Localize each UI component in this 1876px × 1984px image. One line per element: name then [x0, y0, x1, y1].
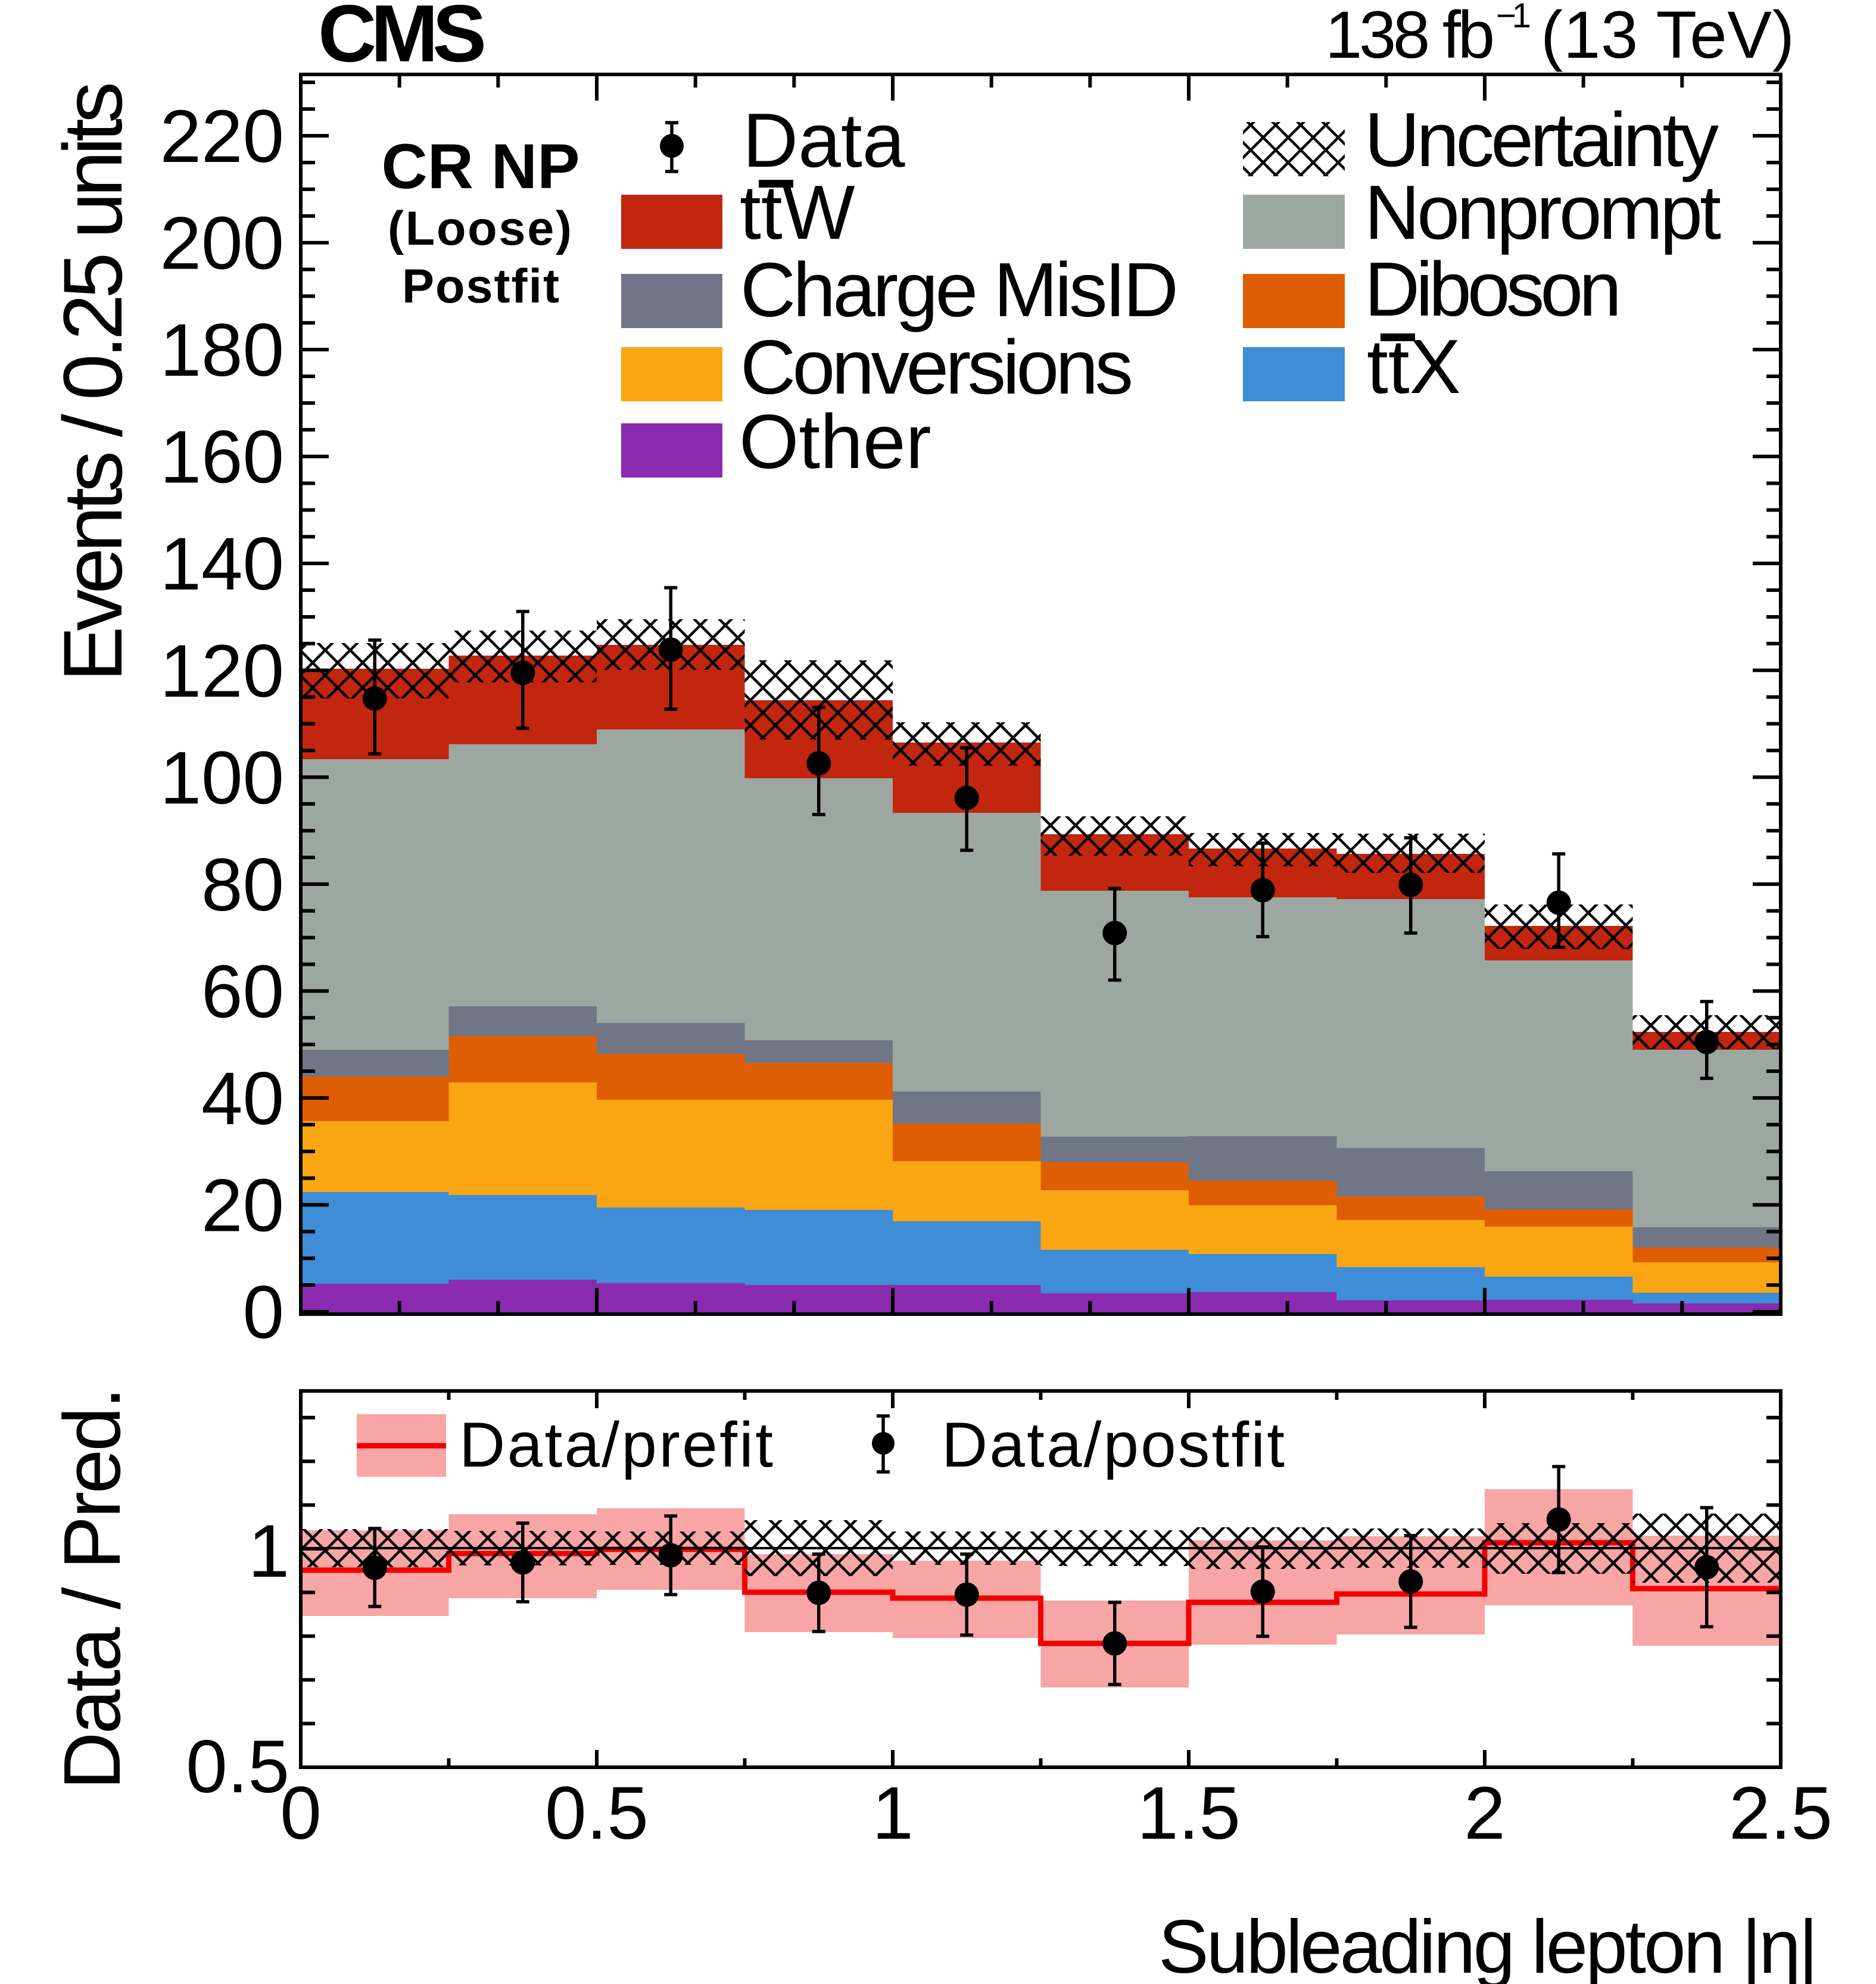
svg-text:1.5: 1.5	[1137, 1772, 1241, 1855]
svg-text:220: 220	[160, 95, 284, 178]
svg-text:(13 TeV): (13 TeV)	[1541, 0, 1794, 72]
svg-text:Charge MisID: Charge MisID	[740, 247, 1179, 333]
svg-text:CMS: CMS	[318, 0, 487, 79]
svg-text:1: 1	[248, 1510, 289, 1593]
svg-text:Data: Data	[743, 98, 905, 183]
svg-text:Data / Pred.: Data / Pred.	[47, 1387, 137, 1790]
svg-text:Data/postfit: Data/postfit	[942, 1409, 1285, 1480]
svg-text:Other: Other	[739, 399, 931, 485]
svg-text:140: 140	[160, 523, 284, 606]
svg-text:0.5: 0.5	[186, 1726, 289, 1808]
svg-text:0: 0	[280, 1772, 322, 1855]
svg-text:100: 100	[160, 737, 284, 819]
svg-text:0.5: 0.5	[545, 1772, 649, 1855]
svg-text:Uncertainty: Uncertainty	[1364, 97, 1719, 183]
svg-text:1: 1	[872, 1772, 914, 1855]
svg-text:Data/prefit: Data/prefit	[459, 1409, 773, 1480]
svg-text:60: 60	[201, 950, 284, 1033]
svg-text:ttW: ttW	[740, 170, 855, 255]
svg-text:Diboson: Diboson	[1364, 247, 1622, 332]
svg-text:Subleading lepton |η|: Subleading lepton |η|	[1158, 1904, 1818, 1984]
svg-text:180: 180	[160, 309, 284, 392]
svg-text:138 fb: 138 fb	[1325, 0, 1495, 72]
svg-text:0: 0	[242, 1271, 284, 1354]
svg-text:Postfit: Postfit	[402, 260, 559, 313]
svg-text:160: 160	[160, 416, 284, 499]
svg-text:200: 200	[160, 202, 284, 285]
svg-text:Conversions: Conversions	[740, 325, 1133, 410]
svg-text:Events / 0.25 units: Events / 0.25 units	[46, 82, 139, 682]
svg-text:−1: −1	[1496, 0, 1531, 35]
svg-text:Nonprompt: Nonprompt	[1364, 170, 1721, 255]
svg-text:20: 20	[201, 1164, 284, 1247]
svg-text:2: 2	[1464, 1772, 1506, 1855]
svg-text:2.5: 2.5	[1729, 1772, 1833, 1855]
svg-text:80: 80	[201, 844, 284, 927]
svg-text:120: 120	[160, 630, 284, 713]
svg-text:40: 40	[201, 1057, 284, 1140]
svg-text:(Loose): (Loose)	[388, 202, 572, 255]
svg-text:CR NP: CR NP	[382, 130, 580, 202]
